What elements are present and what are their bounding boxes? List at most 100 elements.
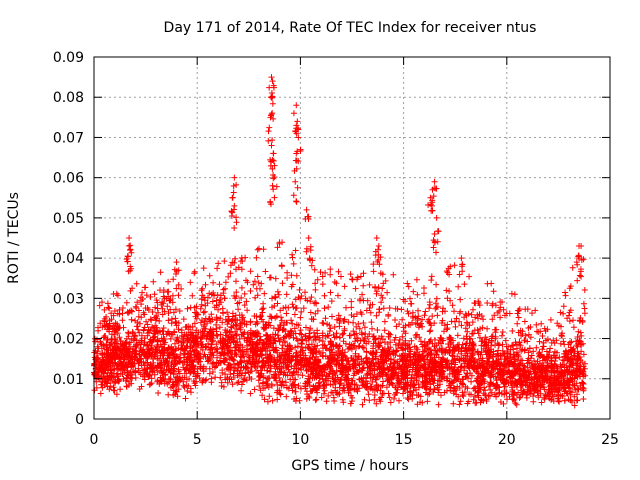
scatter-point bbox=[294, 184, 301, 191]
x-tick-label: 20 bbox=[498, 432, 516, 448]
scatter-point bbox=[172, 271, 179, 278]
x-axis-label: GPS time / hours bbox=[291, 458, 408, 474]
scatter-point bbox=[292, 178, 299, 185]
scatter-point bbox=[428, 207, 435, 214]
plot-frame bbox=[93, 56, 611, 420]
scatter-point bbox=[576, 255, 583, 262]
data-points bbox=[91, 74, 589, 409]
scatter-point bbox=[431, 178, 438, 185]
y-tick-label: 0.07 bbox=[53, 130, 84, 146]
y-tick-label: 0.06 bbox=[53, 171, 84, 187]
scatter-point bbox=[578, 243, 585, 250]
scatter-point bbox=[173, 259, 180, 266]
scatter-point bbox=[307, 247, 314, 254]
scatter-point bbox=[267, 198, 274, 205]
scatter-point bbox=[269, 100, 276, 107]
y-tick-label: 0.04 bbox=[53, 251, 84, 267]
scatter-point bbox=[269, 78, 276, 85]
scatter-point bbox=[269, 165, 276, 172]
scatter-point bbox=[295, 134, 302, 141]
x-tick-label: 5 bbox=[193, 432, 202, 448]
y-tick-label: 0.03 bbox=[53, 291, 84, 307]
scatter-point bbox=[429, 186, 436, 193]
scatter-point bbox=[427, 194, 434, 201]
scatter-point bbox=[231, 202, 238, 209]
scatter-point bbox=[271, 174, 278, 181]
scatter-point bbox=[126, 243, 133, 250]
y-tick-label: 0.08 bbox=[53, 90, 84, 106]
scatter-point bbox=[294, 118, 301, 125]
scatter-point bbox=[305, 235, 312, 241]
scatter-point bbox=[306, 256, 313, 263]
scatter-point bbox=[230, 189, 237, 196]
scatter-point bbox=[309, 257, 316, 264]
scatter-point bbox=[578, 273, 585, 280]
scatter-point bbox=[434, 238, 441, 245]
scatter-point bbox=[268, 158, 275, 165]
scatter-point bbox=[577, 268, 584, 275]
scatter-point bbox=[430, 244, 437, 251]
scatter-point bbox=[292, 128, 299, 135]
scatter-cloud bbox=[91, 239, 589, 409]
scatter-point bbox=[126, 235, 133, 241]
scatter-point bbox=[270, 150, 277, 157]
y-tick-label: 0 bbox=[75, 412, 84, 428]
x-tick-label: 0 bbox=[90, 432, 99, 448]
scatter-point bbox=[459, 261, 466, 268]
scatter-point bbox=[270, 175, 277, 182]
scatter-point bbox=[433, 214, 440, 221]
scatter-point bbox=[267, 114, 274, 121]
scatter-point bbox=[573, 259, 580, 266]
scatter-point bbox=[308, 262, 315, 269]
scatter-point bbox=[430, 193, 437, 200]
scatter-point bbox=[375, 246, 382, 253]
scatter-point bbox=[268, 142, 275, 149]
scatter-point bbox=[425, 201, 432, 208]
scatter-point bbox=[233, 214, 240, 221]
scatter-point bbox=[290, 110, 297, 117]
x-tick-label: 25 bbox=[601, 432, 619, 448]
scatter-point bbox=[266, 124, 273, 131]
scatter-point bbox=[128, 265, 135, 272]
scatter-point bbox=[303, 245, 310, 252]
scatter-point bbox=[293, 157, 300, 164]
scatter-point bbox=[271, 194, 278, 201]
scatter-point bbox=[269, 182, 276, 189]
scatter-point bbox=[290, 192, 297, 199]
scatter-point bbox=[175, 267, 182, 274]
scatter-point bbox=[459, 268, 466, 275]
scatter-point bbox=[576, 272, 583, 279]
scatter-point bbox=[303, 248, 310, 255]
scatter-point bbox=[458, 255, 465, 262]
scatter-point bbox=[265, 137, 272, 144]
scatter-point bbox=[291, 167, 298, 174]
scatter-point bbox=[270, 186, 277, 193]
y-tick-label: 0.05 bbox=[53, 211, 84, 227]
scatter-point bbox=[456, 271, 463, 278]
scatter-point bbox=[273, 183, 280, 190]
x-tick-label: 15 bbox=[395, 432, 413, 448]
scatter-point bbox=[433, 249, 440, 256]
y-tick-label: 0.01 bbox=[53, 372, 84, 388]
scatter-point bbox=[230, 182, 237, 189]
scatter-point bbox=[297, 146, 304, 153]
scatter-point bbox=[427, 201, 434, 208]
scatter-point bbox=[269, 110, 276, 117]
scatter-point bbox=[375, 243, 382, 250]
scatter-point bbox=[124, 253, 131, 260]
scatter-point bbox=[228, 213, 235, 220]
scatter-point bbox=[268, 74, 275, 81]
scatter-point bbox=[431, 230, 438, 237]
scatter-point bbox=[171, 266, 178, 273]
axis-ticks: 0 0.01 0.02 0.03 0.04 0.05 0.06 0.07 0.08 0.09 0 5 1… bbox=[53, 50, 619, 448]
y-tick-label: 0.09 bbox=[53, 50, 84, 66]
scatter-point bbox=[293, 102, 300, 109]
scatter-point bbox=[430, 237, 437, 244]
scatter-point bbox=[269, 137, 276, 144]
y-tick-label: 0.02 bbox=[53, 332, 84, 348]
scatter-point bbox=[373, 235, 380, 241]
scatter-point bbox=[270, 157, 277, 164]
scatter-point bbox=[293, 150, 300, 157]
